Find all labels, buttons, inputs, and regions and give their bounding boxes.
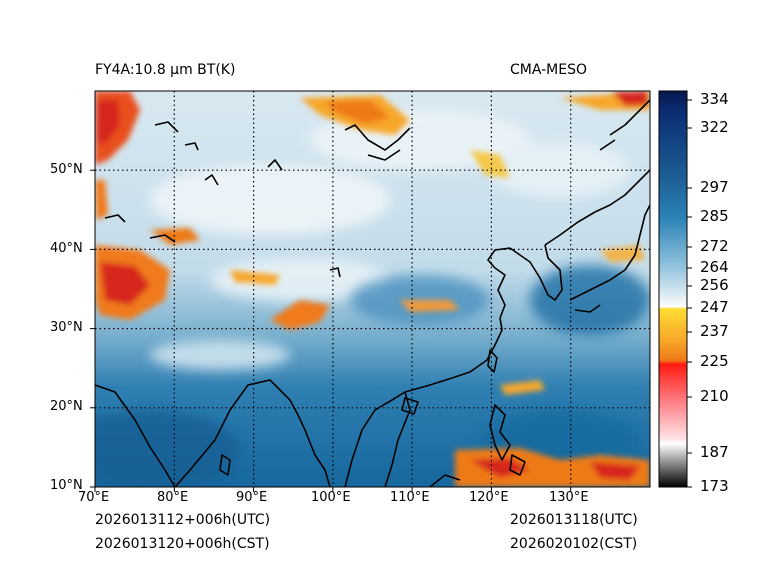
colorbar-tick: 173 <box>700 477 729 495</box>
colorbar-tick: 247 <box>700 298 729 316</box>
lat-tick-10: 10°N <box>50 478 83 493</box>
chart-title-left: FY4A:10.8 µm BT(K) <box>95 62 236 78</box>
colorbar-tick: 264 <box>700 258 729 276</box>
colorbar-tick: 322 <box>700 118 729 136</box>
colorbar-tick: 256 <box>700 276 729 294</box>
lat-tick-50: 50°N <box>50 162 83 177</box>
valid-time-cst: 2026020102(CST) <box>510 536 638 552</box>
map-frame <box>94 90 651 488</box>
colorbar-tick: 225 <box>700 352 729 370</box>
lon-tick-130: 130°E <box>549 490 589 505</box>
init-time-cst: 2026013120+006h(CST) <box>95 536 270 552</box>
chart-title-right: CMA-MESO <box>510 62 588 78</box>
lon-tick-80: 80°E <box>157 490 189 505</box>
lon-tick-120: 120°E <box>469 490 509 505</box>
colorbar-tick: 187 <box>700 443 729 461</box>
lat-tick-30: 30°N <box>50 320 83 335</box>
colorbar-tick: 285 <box>700 207 729 225</box>
colorbar-gradient <box>658 90 688 488</box>
lat-tick-20: 20°N <box>50 399 83 414</box>
colorbar-tick: 237 <box>700 322 729 340</box>
valid-time-utc: 2026013118(UTC) <box>510 512 638 528</box>
lon-tick-90: 90°E <box>236 490 268 505</box>
colorbar-tick: 297 <box>700 178 729 196</box>
colorbar-tick: 210 <box>700 387 729 405</box>
colorbar-tick: 334 <box>700 90 729 108</box>
lon-tick-70: 70°E <box>78 490 110 505</box>
lon-tick-110: 110°E <box>390 490 430 505</box>
init-time-utc: 2026013112+006h(UTC) <box>95 512 271 528</box>
gridlines <box>95 91 650 487</box>
colorbar-tick: 272 <box>700 237 729 255</box>
lon-tick-100: 100°E <box>311 490 351 505</box>
lat-tick-40: 40°N <box>50 241 83 256</box>
